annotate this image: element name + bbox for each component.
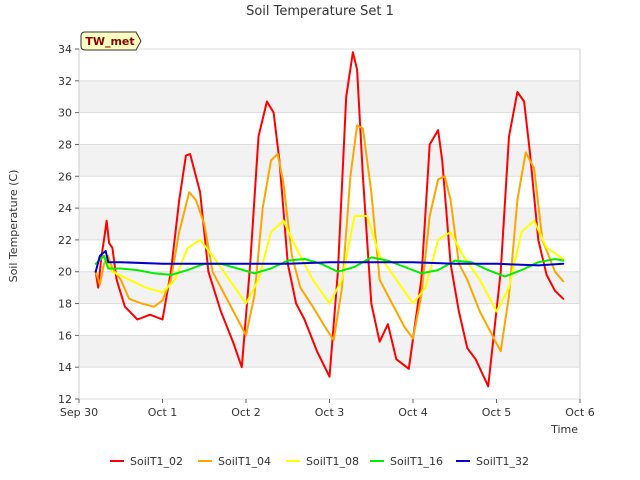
y-tick-label: 18 [58, 298, 72, 311]
y-axis-label: Soil Temperature (C) [7, 170, 20, 283]
series-line-soilt1-32 [94, 250, 565, 273]
legend-label: SoilT1_16 [390, 455, 443, 468]
legend-label: SoilT1_08 [306, 455, 359, 468]
grid-band [79, 208, 580, 240]
x-tick-label: Oct 5 [482, 406, 512, 419]
y-axis-ticks: 12 14 16 18 20 22 24 26 28 30 32 34 [58, 43, 79, 406]
x-tick-label: Oct 3 [315, 406, 345, 419]
grid-band [79, 335, 580, 368]
series-line-soilt1-04 [94, 124, 565, 353]
badge-label: TW_met [85, 35, 134, 48]
x-tick-label: Oct 2 [231, 406, 261, 419]
y-tick-label: 16 [58, 329, 72, 342]
series-line-soilt1-08 [94, 215, 565, 313]
station-badge: TW_met [80, 31, 142, 51]
legend-label: SoilT1_04 [218, 455, 271, 468]
chart-title: Soil Temperature Set 1 [246, 4, 394, 19]
series-line-soilt1-02 [94, 51, 565, 388]
y-tick-label: 14 [58, 361, 72, 374]
x-tick-label: Oct 1 [148, 406, 178, 419]
legend: SoilT1_02 SoilT1_04 SoilT1_08 SoilT1_16 Soil… [110, 455, 529, 468]
y-tick-label: 26 [58, 170, 72, 183]
y-tick-label: 24 [58, 202, 72, 215]
y-tick-label: 12 [58, 393, 72, 406]
y-tick-label: 28 [58, 138, 72, 151]
grid-band [79, 144, 580, 177]
x-tick-label: Oct 6 [565, 406, 595, 419]
x-axis-label: Time [550, 423, 578, 436]
legend-label: SoilT1_32 [476, 455, 529, 468]
y-tick-label: 32 [58, 75, 72, 88]
series-line-soilt1-16 [94, 254, 565, 278]
y-tick-label: 34 [58, 43, 72, 56]
x-axis-ticks: Sep 30 Oct 1 Oct 2 Oct 3 Oct 4 Oct 5 Oct 6 [60, 399, 595, 419]
legend-label: SoilT1_02 [130, 455, 183, 468]
x-tick-label: Sep 30 [60, 406, 98, 419]
y-tick-label: 22 [58, 234, 72, 247]
x-tick-label: Oct 4 [398, 406, 428, 419]
plot-bands [79, 80, 580, 368]
y-tick-label: 20 [58, 266, 72, 279]
y-tick-label: 30 [58, 107, 72, 120]
grid-band [79, 80, 580, 113]
series-lines [94, 51, 565, 388]
